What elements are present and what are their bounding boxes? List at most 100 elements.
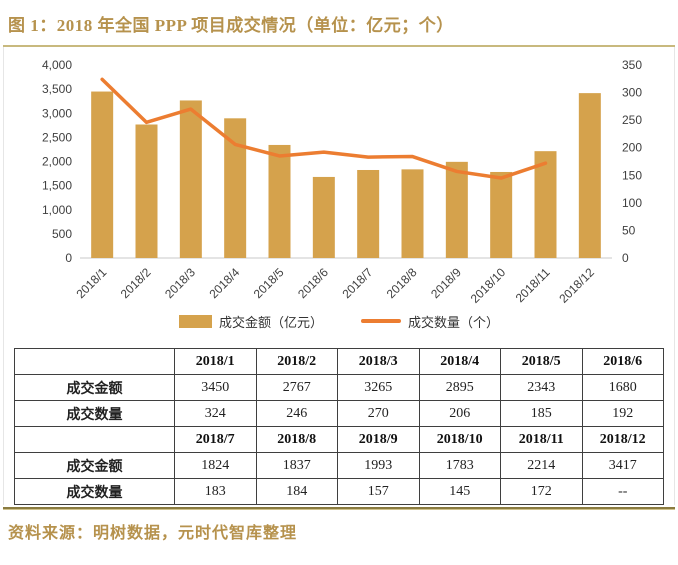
legend-label-amount: 成交金额（亿元）	[218, 314, 323, 330]
table-row: 成交数量 324 246 270 206 185 192	[14, 400, 664, 427]
data-source-note: 资料来源：明树数据，元时代智库整理	[8, 525, 298, 542]
left-axis-tick-label: 1,500	[42, 179, 72, 193]
left-axis-tick-label: 1,000	[42, 203, 72, 217]
right-axis-tick-label: 100	[622, 196, 642, 210]
bar-2018/2	[135, 124, 158, 258]
value-cell: 172	[500, 478, 583, 505]
value-cell: 1783	[418, 452, 501, 479]
bar-2018/4	[224, 118, 247, 258]
figure-title: 图 1：2018 年全国 PPP 项目成交情况（单位：亿元；个）	[8, 16, 454, 35]
month-header-cell: 2018/8	[255, 426, 338, 453]
table-row: 成交金额 3450 2767 3265 2895 2343 1680	[14, 374, 664, 401]
value-cell: --	[581, 478, 664, 505]
bar-2018/8	[401, 169, 424, 258]
bar-2018/7	[357, 169, 380, 258]
x-axis-label: 2018/7	[339, 265, 375, 301]
row-label-cell: 成交数量	[14, 400, 175, 427]
x-axis-label: 2018/1	[73, 265, 109, 301]
chart-legend: 成交金额（亿元） 成交数量（个）	[4, 310, 674, 332]
right-axis-tick-label: 50	[622, 223, 636, 237]
legend-label-count: 成交数量（个）	[408, 314, 500, 330]
x-axis-label: 2018/3	[162, 265, 198, 301]
corner-cell	[14, 426, 175, 453]
left-axis-tick-label: 2,000	[42, 155, 72, 169]
x-axis-label: 2018/2	[118, 265, 154, 301]
right-axis-tick-label: 200	[622, 141, 642, 155]
row-label-cell: 成交金额	[14, 452, 175, 479]
bar-2018/10	[490, 171, 513, 258]
value-cell: 2767	[255, 374, 338, 401]
table-header-row: 2018/1 2018/2 2018/3 2018/4 2018/5 2018/6	[14, 348, 664, 375]
left-axis-tick-label: 500	[52, 227, 72, 241]
month-header-cell: 2018/6	[581, 348, 664, 375]
value-cell: 192	[581, 400, 664, 427]
month-header-cell: 2018/7	[174, 426, 257, 453]
bar-2018/1	[91, 91, 114, 258]
footer-divider-rule	[3, 507, 675, 510]
right-axis-tick-label: 300	[622, 86, 642, 100]
line-series-swatch	[361, 319, 401, 323]
legend-item-amount: 成交金额（亿元）	[178, 312, 323, 331]
value-cell: 2214	[500, 452, 583, 479]
value-cell: 1837	[255, 452, 338, 479]
right-axis-tick-label: 350	[622, 58, 642, 72]
table-row: 成交数量 183 184 157 145 172 --	[14, 478, 664, 505]
month-header-cell: 2018/4	[418, 348, 501, 375]
left-axis-tick-label: 3,500	[42, 82, 72, 96]
table-row: 成交金额 1824 1837 1993 1783 2214 3417	[14, 452, 664, 479]
value-cell: 157	[337, 478, 420, 505]
left-axis-tick-label: 2,500	[42, 130, 72, 144]
value-cell: 185	[500, 400, 583, 427]
left-axis-tick-label: 4,000	[42, 58, 72, 72]
right-axis-tick-label: 150	[622, 168, 642, 182]
trend-line	[100, 77, 548, 180]
value-cell: 184	[255, 478, 338, 505]
value-cell: 183	[174, 478, 257, 505]
right-axis-tick-label: 250	[622, 113, 642, 127]
value-cell: 1824	[174, 452, 257, 479]
row-label-cell: 成交数量	[14, 478, 175, 505]
value-cell: 270	[337, 400, 420, 427]
monthly-data-table: 2018/1 2018/2 2018/3 2018/4 2018/5 2018/6 成交金额…	[14, 348, 664, 505]
legend-item-count: 成交数量（个）	[361, 312, 499, 331]
bar-series-swatch	[178, 314, 212, 328]
x-axis-label: 2018/12	[556, 265, 597, 306]
bar-2018/9	[445, 161, 468, 258]
chart-canvas: 0 500 1,000 1,500 2,000 2,500 3,000 3,500 4,000 0…	[42, 58, 642, 306]
title-divider-rule	[3, 45, 675, 47]
value-cell: 1993	[337, 452, 420, 479]
month-header-cell: 2018/12	[581, 426, 664, 453]
left-axis-tick-label: 3,000	[42, 106, 72, 120]
month-header-cell: 2018/10	[418, 426, 501, 453]
value-cell: 2895	[418, 374, 501, 401]
figure-body: 0 500 1,000 1,500 2,000 2,500 3,000 3,500 4,000 0…	[3, 47, 675, 505]
value-cell: 2343	[500, 374, 583, 401]
value-cell: 3450	[174, 374, 257, 401]
value-cell: 3265	[337, 374, 420, 401]
month-header-cell: 2018/1	[174, 348, 257, 375]
month-header-cell: 2018/3	[337, 348, 420, 375]
table-header-row: 2018/7 2018/8 2018/9 2018/10 2018/11 2018/12	[14, 426, 664, 453]
value-cell: 324	[174, 400, 257, 427]
x-axis-label: 2018/10	[468, 265, 509, 306]
bar-2018/11	[534, 151, 557, 258]
combo-chart: 0 500 1,000 1,500 2,000 2,500 3,000 3,500 4,000 0…	[4, 53, 674, 316]
bar-2018/6	[312, 176, 335, 258]
x-axis-label: 2018/11	[513, 265, 553, 305]
corner-cell	[14, 348, 175, 375]
right-axis-tick-label: 0	[622, 251, 629, 265]
x-axis-label: 2018/4	[206, 265, 242, 301]
value-cell: 246	[255, 400, 338, 427]
x-axis-label: 2018/9	[428, 265, 464, 301]
x-axis-label: 2018/6	[295, 265, 331, 301]
month-header-cell: 2018/11	[500, 426, 583, 453]
month-header-cell: 2018/9	[337, 426, 420, 453]
month-header-cell: 2018/2	[255, 348, 338, 375]
bar-2018/3	[179, 100, 202, 258]
bar-2018/5	[268, 144, 291, 258]
value-cell: 1680	[581, 374, 664, 401]
month-header-cell: 2018/5	[500, 348, 583, 375]
value-cell: 3417	[581, 452, 664, 479]
row-label-cell: 成交金额	[14, 374, 175, 401]
